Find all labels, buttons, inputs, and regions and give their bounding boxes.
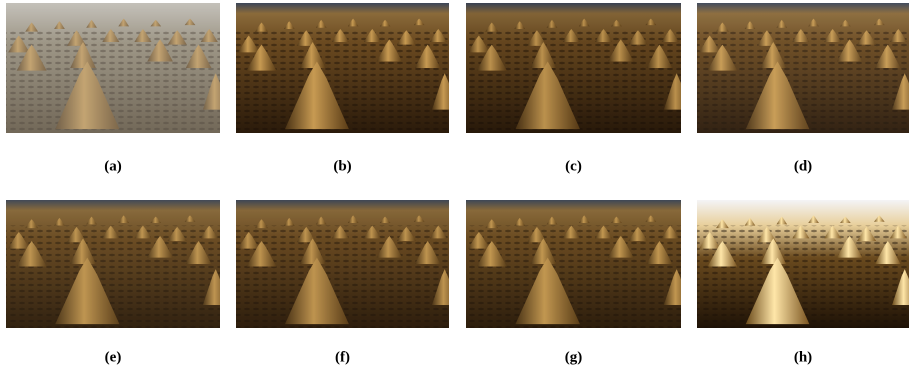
panel-label: (d) [794, 158, 812, 174]
haze-overlay [236, 200, 449, 328]
haze-overlay [697, 3, 909, 133]
panel-label: (c) [565, 158, 582, 174]
panel-label: (h) [794, 349, 812, 365]
panel-image [6, 200, 229, 328]
panel-label: (b) [333, 158, 351, 174]
panel-image [697, 200, 911, 328]
panel-label: (f) [335, 349, 350, 365]
panel-label: (a) [104, 158, 122, 174]
panel-image [466, 200, 690, 328]
panel-image [697, 3, 911, 133]
figure: (a) (b) (c) (d) (e) (f) (g) (h) [0, 0, 911, 375]
panel-image [236, 200, 458, 328]
haze-overlay [6, 3, 220, 133]
panel-image [236, 3, 458, 133]
haze-overlay [466, 200, 681, 328]
haze-overlay [6, 200, 220, 328]
panel-label: (e) [105, 349, 122, 365]
panel-image [466, 3, 690, 133]
panel-image [6, 3, 229, 133]
haze-overlay [466, 3, 681, 133]
panel-label: (g) [565, 349, 583, 365]
